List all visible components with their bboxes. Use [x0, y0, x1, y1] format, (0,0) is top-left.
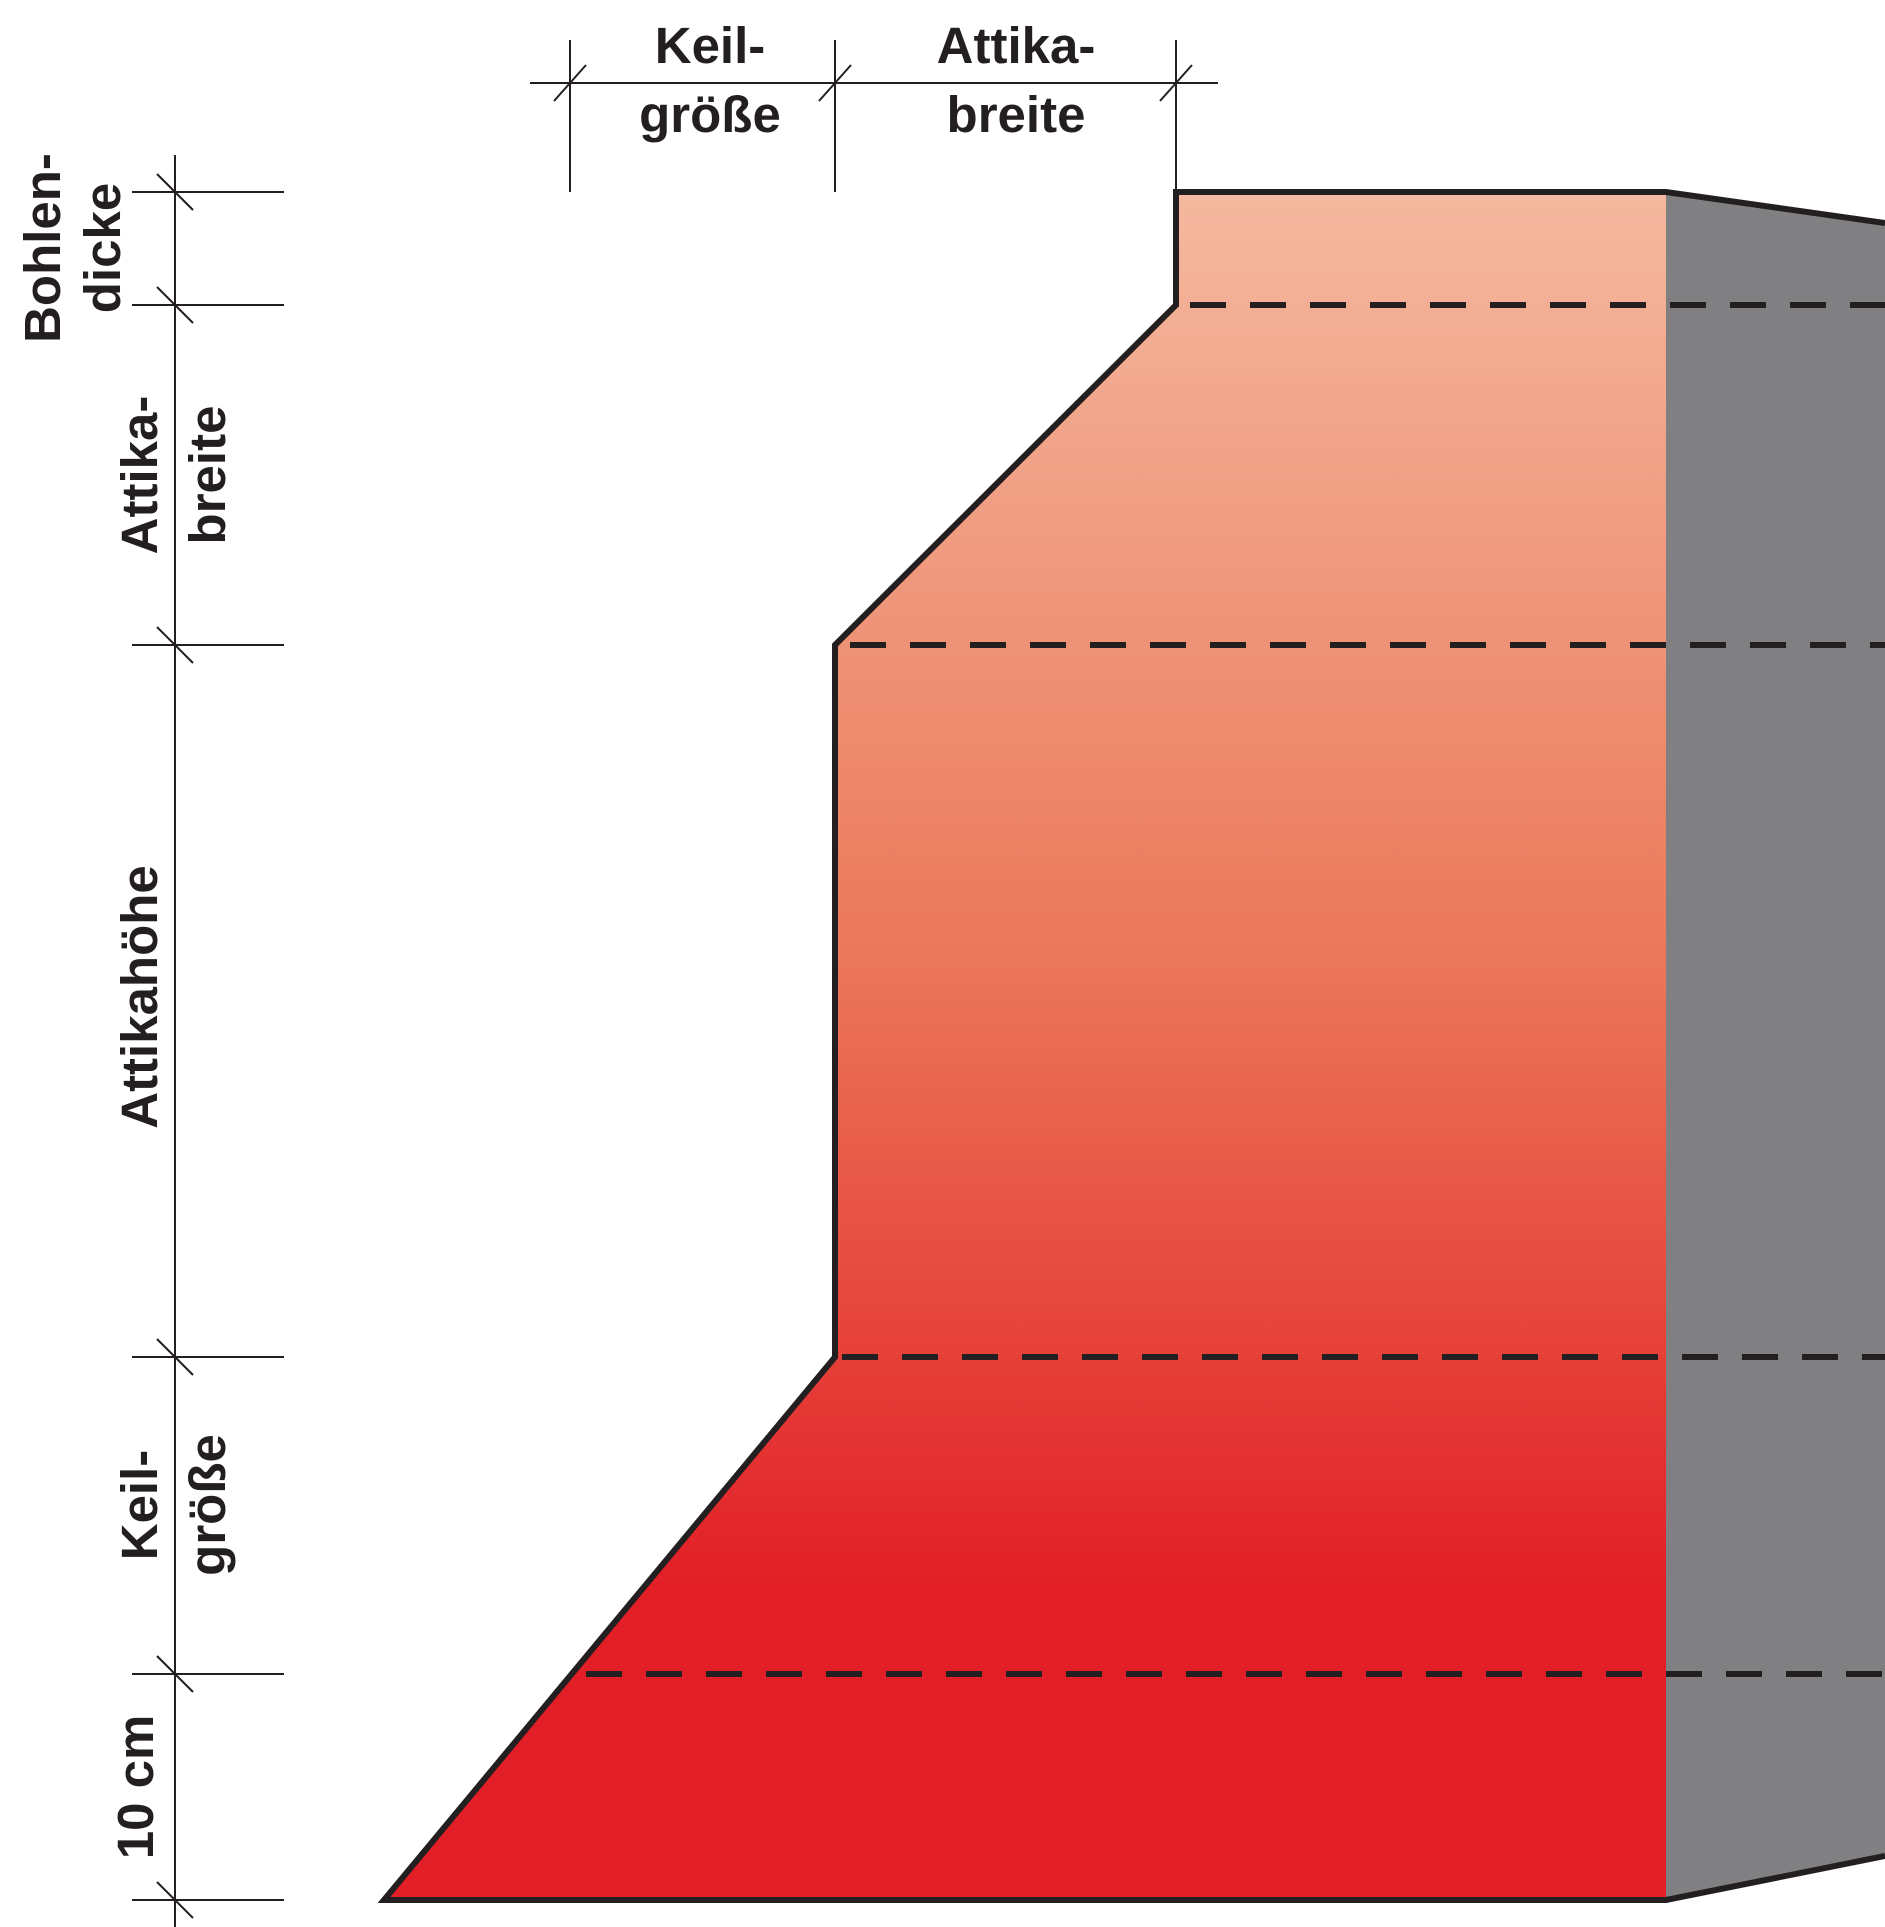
layer-dashed-lines [586, 302, 1885, 1677]
side-face [1666, 192, 1885, 1900]
top-label-attika-line2: breite [947, 86, 1086, 143]
left-dim-tick-3 [156, 626, 194, 664]
top-label-keil-line1: Keil- [655, 17, 766, 74]
top-dim-tick-2 [818, 64, 852, 102]
left-dim-tick-6 [156, 1881, 194, 1919]
left-label-ten-cm: 10 cm [107, 1715, 164, 1860]
left-label-bohlen-line2: dicke [74, 183, 131, 313]
left-label-bohlen-line1: Bohlen- [14, 153, 71, 343]
top-label-attika-line1: Attika- [937, 17, 1096, 74]
left-label-attika-line2: breite [179, 406, 236, 545]
left-dim-tick-2 [156, 286, 194, 324]
left-label-attikahoehe: Attikahöhe [111, 865, 168, 1129]
top-dim-tick-1 [553, 64, 587, 102]
left-label-keil-line2: größe [179, 1434, 236, 1576]
left-dim-tick-1 [156, 173, 194, 211]
top-label-keil-line2: größe [639, 86, 781, 143]
left-dim-tick-5 [156, 1655, 194, 1693]
top-dimension-lines [530, 40, 1218, 192]
left-label-attika-line1: Attika- [111, 396, 168, 555]
top-dim-tick-3 [1159, 64, 1193, 102]
left-dim-tick-4 [156, 1338, 194, 1376]
profile-outline [377, 189, 1885, 1903]
front-profile [384, 192, 1666, 1900]
left-label-keil-line1: Keil- [111, 1450, 168, 1561]
left-dimension-lines [132, 155, 284, 1927]
